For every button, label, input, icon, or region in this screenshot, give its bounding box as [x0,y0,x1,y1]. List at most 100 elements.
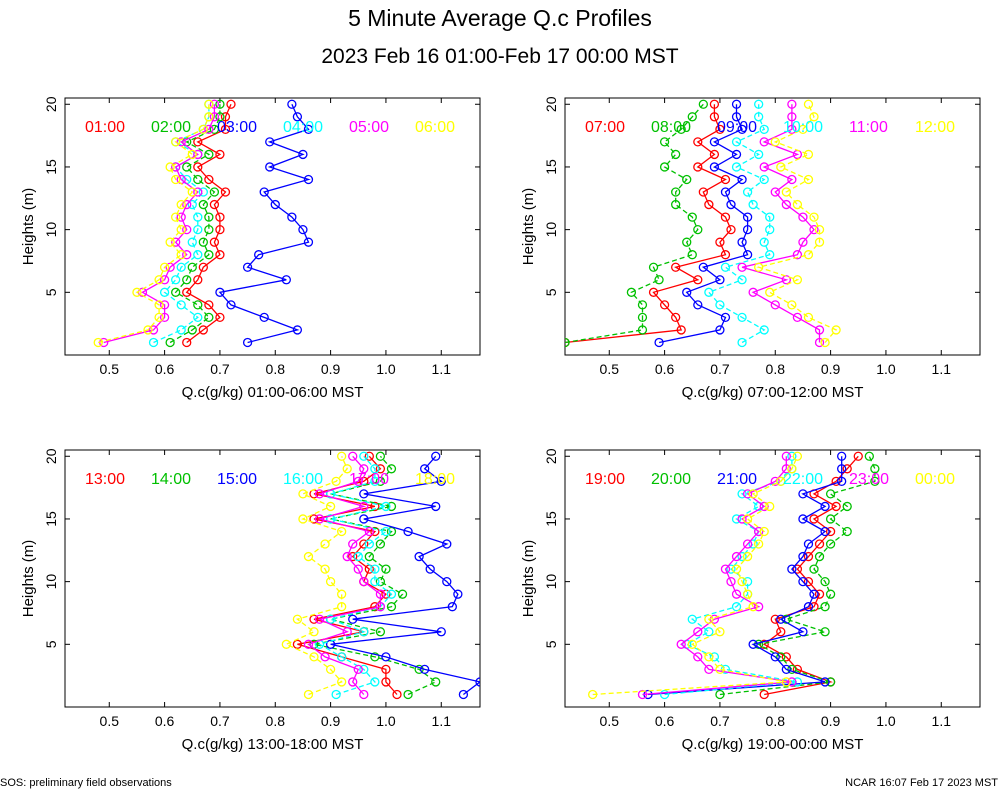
data-point [742,589,753,599]
data-point [204,99,214,109]
data-point [759,501,769,512]
y-axis-label: Heights (m) [520,188,537,266]
data-point [242,337,253,348]
data-point [309,627,319,637]
legend-entry: 03:00 [217,119,257,136]
data-point [303,551,314,562]
x-axis-label: Q.c(g/kg) 19:00-00:00 MST [682,736,864,753]
data-point [742,551,753,562]
x-tick-label: 1.1 [932,361,952,377]
data-point [809,112,819,122]
data-point [403,526,413,537]
data-point [259,187,269,197]
data-point [748,489,758,499]
series-line-0800 [565,103,704,344]
data-point [687,614,697,624]
data-point [831,325,841,335]
data-point [364,539,374,549]
data-point [292,325,303,335]
data-point [447,602,457,612]
data-point [381,501,391,512]
profile-panel-4: 0.5 0.6 0.7 0.8 0.9 1.0 1.1 5 10 15 20 Q.c(g/kg) 19… [520,448,981,753]
data-point [720,212,731,222]
series-line-2100 [647,456,843,696]
x-axis-label: Q.c(g/kg) 01:00-06:00 MST [182,384,364,401]
data-point [820,501,830,512]
data-point [359,464,369,474]
data-point [787,99,797,109]
legend-entry: 14:00 [151,471,191,488]
legend-entry: 12:00 [915,119,955,136]
data-point [182,224,192,235]
data-point [292,639,303,649]
data-point [431,501,441,512]
x-tick-label: 1.1 [432,713,452,729]
data-point [171,237,181,247]
series-line-1100 [741,104,821,343]
data-point [809,514,819,524]
data-point [731,137,742,147]
data-point [731,564,742,574]
data-point [182,162,192,172]
data-point [737,275,747,285]
data-point [809,564,819,574]
data-point [588,689,598,700]
data-point [676,124,686,134]
data-point [737,312,747,323]
data-point [353,551,363,562]
data-point [671,149,681,160]
data-point [687,212,697,222]
data-point [292,614,303,624]
data-point [364,451,374,461]
series-group [281,451,480,700]
legend-entry: 06:00 [415,119,455,136]
data-point [198,124,208,134]
x-tick-label: 0.7 [210,713,230,729]
data-point [809,224,819,235]
data-point [132,287,142,297]
data-point [176,212,186,222]
data-point [814,589,825,599]
data-point [165,237,175,247]
data-point [798,124,808,134]
data-point [803,551,814,562]
chart-title: 5 Minute Average Q.c Profiles [348,5,652,31]
data-point [375,602,386,612]
data-point [637,325,648,335]
data-point [431,451,441,461]
data-point [831,501,841,512]
data-point [204,300,214,310]
data-point [792,677,803,687]
data-point [148,325,159,335]
data-point [337,451,347,461]
y-tick-label: 20 [543,448,559,464]
y-axis-label: Heights (m) [20,188,37,266]
data-point [754,149,764,160]
legend-entry: 16:00 [283,471,323,488]
data-point [870,476,880,486]
data-point [176,300,186,310]
y-tick-label: 5 [43,640,59,648]
legend-entry: 09:00 [717,119,757,136]
data-point [737,551,747,562]
data-point [325,614,336,624]
data-point [182,337,192,348]
data-point [759,174,769,185]
data-point [204,212,214,222]
data-point [386,602,397,612]
data-point [704,664,714,675]
data-point [342,464,352,474]
data-point [698,187,708,197]
data-point [776,162,786,172]
data-point [776,476,786,486]
y-tick-label: 15 [543,159,559,175]
legend-entry: 22:00 [783,471,823,488]
y-tick-label: 5 [43,288,59,296]
data-point [820,337,830,348]
data-point [215,149,225,160]
data-point [853,451,863,461]
data-point [731,162,742,172]
x-tick-label: 0.7 [710,713,730,729]
data-point [748,539,758,549]
